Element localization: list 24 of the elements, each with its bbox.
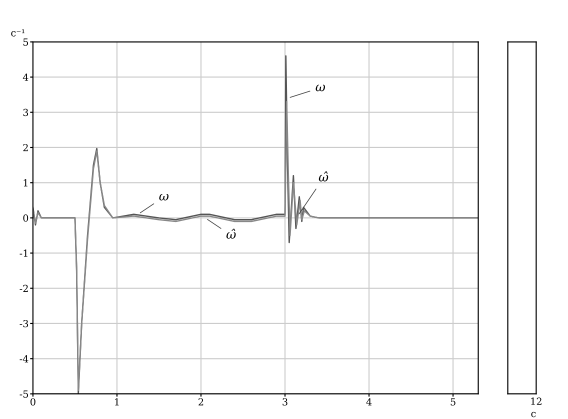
y-tick-label: -2 xyxy=(20,284,28,292)
y-tick-label: -1 xyxy=(20,250,28,257)
y-tick-label: 2 xyxy=(23,144,28,152)
y-tick-label: 5 xyxy=(23,38,28,46)
text: 12 xyxy=(531,398,542,405)
x-tick-label: 4 xyxy=(366,398,372,406)
y-tick-label: 0 xyxy=(23,214,28,222)
annotation: ω̂ xyxy=(318,171,328,182)
x-tick-label: 1 xyxy=(115,398,119,406)
annotation: ω̂ xyxy=(226,228,236,239)
y-tick-label: -3 xyxy=(20,320,28,328)
y-tick-label: 3 xyxy=(23,108,28,116)
y-tick-label: -5 xyxy=(20,390,28,398)
x-tick-label: 3 xyxy=(282,398,288,406)
text: c xyxy=(531,412,536,418)
x-tick-label: 2 xyxy=(198,398,204,406)
x-tick-label: 5 xyxy=(450,398,456,406)
y-axis-title: c⁻¹ xyxy=(11,29,24,36)
y-tick-label: -4 xyxy=(20,355,28,362)
annotation: ω xyxy=(316,84,326,92)
y-tick-label: 4 xyxy=(22,74,28,81)
annotation: ω xyxy=(159,194,169,201)
x-tick-label: 0 xyxy=(30,398,36,406)
y-tick-label: 1 xyxy=(24,179,28,186)
